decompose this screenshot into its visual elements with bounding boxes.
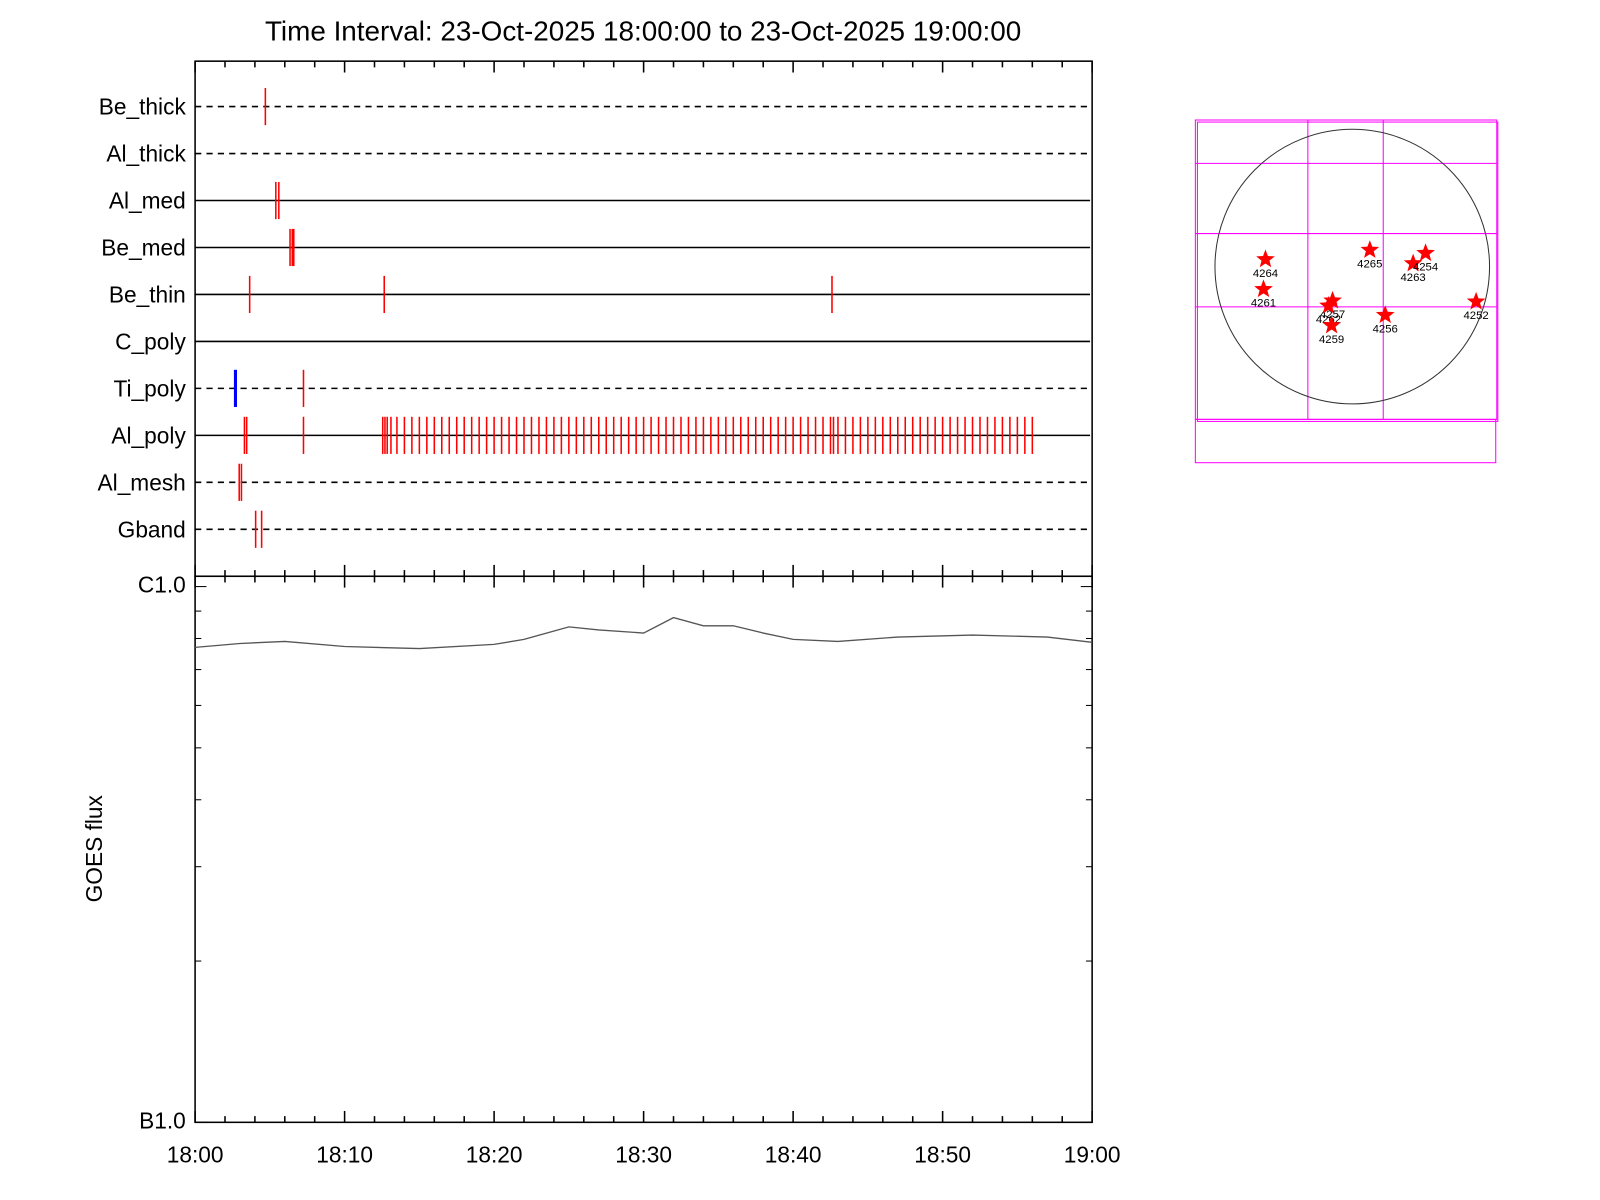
active-region: [1416, 243, 1435, 262]
x-tick-label: 18:10: [316, 1141, 373, 1167]
row-label: Al_poly: [111, 422, 186, 448]
map-box: [1194, 119, 1498, 420]
row-label: C_poly: [115, 328, 186, 354]
panel-frame: [194, 60, 1093, 578]
x-tick-label: 18:00: [167, 1141, 224, 1167]
y-tick-label: C1.0: [138, 572, 186, 598]
active-region: [1319, 296, 1338, 314]
region-label: 4265: [1357, 258, 1382, 270]
map-box: [1194, 418, 1497, 464]
row-label: Gband: [118, 516, 186, 542]
row-label: Be_med: [101, 235, 186, 261]
solar-disk: [1214, 128, 1491, 405]
flux-line: [195, 616, 1093, 650]
x-tick-label: 18:20: [466, 1141, 523, 1167]
active-region: [1403, 253, 1423, 272]
active-region: [1466, 291, 1486, 310]
active-region: [1256, 249, 1275, 268]
active-region: [1360, 240, 1380, 258]
region-label: 4264: [1253, 268, 1278, 280]
row-label: Al_mesh: [98, 469, 186, 495]
row-label: Be_thin: [109, 282, 186, 308]
x-tick-label: 19:00: [1064, 1141, 1121, 1167]
region-label: 4259: [1319, 334, 1344, 346]
x-tick-label: 18:50: [914, 1141, 971, 1167]
region-label: 4263: [1400, 272, 1425, 284]
active-region: [1322, 315, 1341, 334]
x-tick-label: 18:40: [765, 1141, 822, 1167]
row-label: Al_med: [109, 188, 186, 214]
active-region: [1375, 305, 1395, 324]
y-axis-label: GOES flux: [81, 795, 107, 903]
row-label: Al_thick: [106, 141, 186, 167]
region-label: 4256: [1373, 324, 1398, 336]
region-label: 4254: [1413, 262, 1438, 274]
active-region: [1323, 290, 1342, 309]
map-box: [1196, 121, 1499, 422]
active-region: [1254, 279, 1273, 298]
row-label: Ti_poly: [114, 375, 187, 401]
x-tick-label: 18:30: [615, 1141, 672, 1167]
row-label: Be_thick: [99, 94, 187, 120]
region-label: 4261: [1251, 298, 1276, 310]
panel-frame: [194, 575, 1093, 1124]
y-tick-label: B1.0: [139, 1107, 186, 1133]
chart-title: Time Interval: 23-Oct-2025 18:00:00 to 2…: [265, 16, 1021, 47]
region-label: 4257: [1320, 309, 1345, 321]
map-grid: [1194, 119, 1499, 464]
region-label: 4252: [1463, 310, 1488, 322]
